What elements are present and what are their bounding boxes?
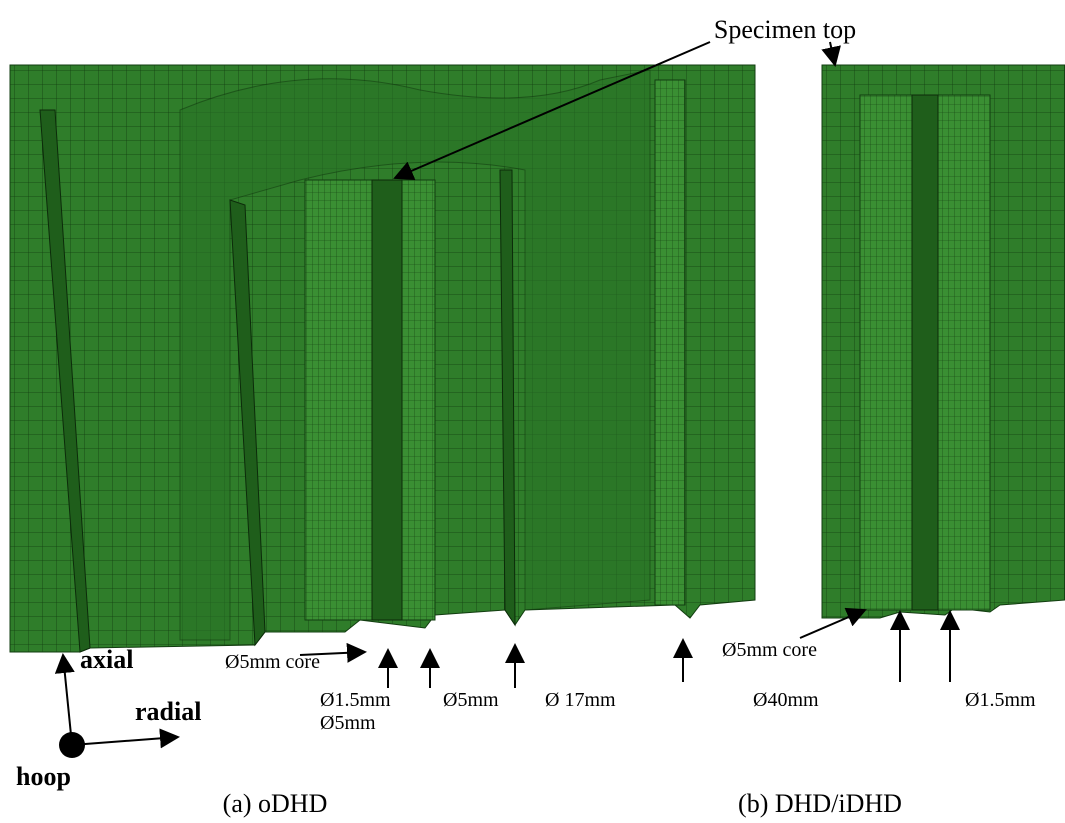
annotation: Ø5mm — [443, 689, 499, 711]
axis-label: radial — [135, 697, 201, 726]
axis-label: hoop — [16, 762, 71, 791]
annotation: Ø 17mm — [545, 689, 616, 711]
caption: (a) oDHD — [223, 789, 328, 818]
annotation: Ø40mm — [753, 689, 819, 711]
hoop-dot — [59, 732, 85, 758]
mesh-right — [822, 65, 1065, 618]
annotation: Ø1.5mm — [320, 689, 391, 711]
annotation: Specimen top — [714, 15, 856, 44]
mesh-left — [10, 65, 755, 652]
annotation: Ø5mm — [320, 712, 376, 734]
figure: Specimen topØ5mm coreØ1.5mmØ5mmØ5mmØ 17m… — [0, 0, 1065, 823]
axis-label: axial — [80, 645, 133, 674]
caption: (b) DHD/iDHD — [738, 789, 902, 818]
annotation: Ø5mm core — [722, 639, 817, 661]
annotation: Ø1.5mm — [965, 689, 1036, 711]
annotation: Ø5mm core — [225, 651, 320, 673]
